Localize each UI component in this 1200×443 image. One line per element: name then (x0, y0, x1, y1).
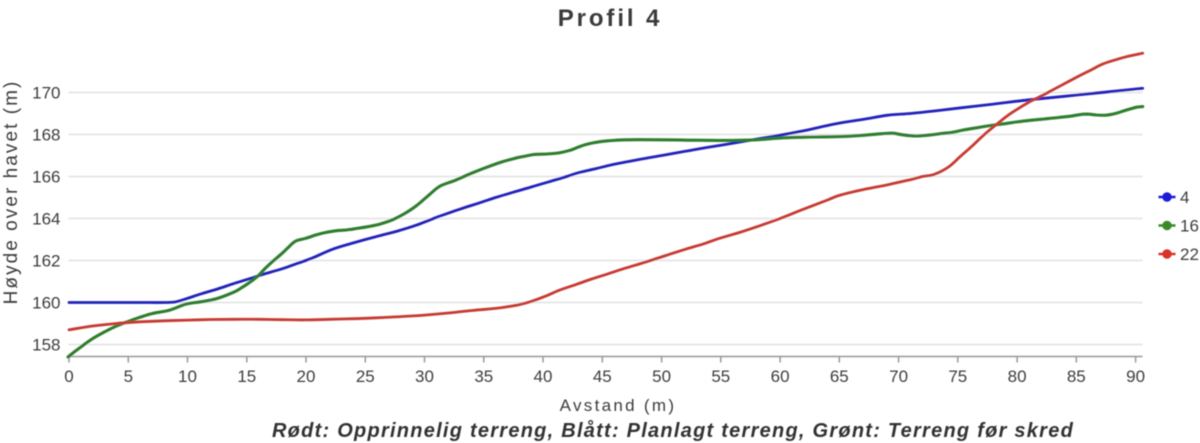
svg-text:Rødt: Opprinnelig terreng, Blå: Rødt: Opprinnelig terreng, Blått: Planla… (272, 419, 1074, 442)
svg-text:22: 22 (1180, 245, 1199, 264)
svg-text:35: 35 (474, 367, 493, 386)
svg-text:30: 30 (415, 367, 434, 386)
svg-text:164: 164 (32, 210, 60, 229)
svg-text:15: 15 (237, 367, 256, 386)
svg-text:65: 65 (830, 367, 849, 386)
svg-text:85: 85 (1067, 367, 1086, 386)
svg-text:Avstand (m): Avstand (m) (560, 396, 677, 415)
svg-text:5: 5 (124, 367, 133, 386)
svg-text:25: 25 (356, 367, 375, 386)
svg-text:70: 70 (889, 367, 908, 386)
svg-text:Profil 4: Profil 4 (558, 5, 663, 32)
svg-text:60: 60 (771, 367, 790, 386)
svg-text:80: 80 (1008, 367, 1027, 386)
svg-text:0: 0 (64, 367, 73, 386)
svg-text:75: 75 (948, 367, 967, 386)
svg-text:16: 16 (1180, 217, 1199, 236)
svg-text:168: 168 (32, 126, 60, 145)
svg-text:90: 90 (1126, 367, 1145, 386)
svg-text:55: 55 (711, 367, 730, 386)
svg-text:162: 162 (32, 252, 60, 271)
svg-text:20: 20 (297, 367, 316, 386)
svg-text:45: 45 (593, 367, 612, 386)
svg-text:50: 50 (652, 367, 671, 386)
svg-text:160: 160 (32, 294, 60, 313)
svg-text:10: 10 (178, 367, 197, 386)
svg-text:4: 4 (1180, 188, 1189, 207)
svg-text:170: 170 (32, 84, 60, 103)
svg-text:158: 158 (32, 336, 60, 355)
svg-text:40: 40 (534, 367, 553, 386)
svg-text:166: 166 (32, 168, 60, 187)
svg-text:Høyde over havet (m): Høyde over havet (m) (1, 80, 22, 305)
